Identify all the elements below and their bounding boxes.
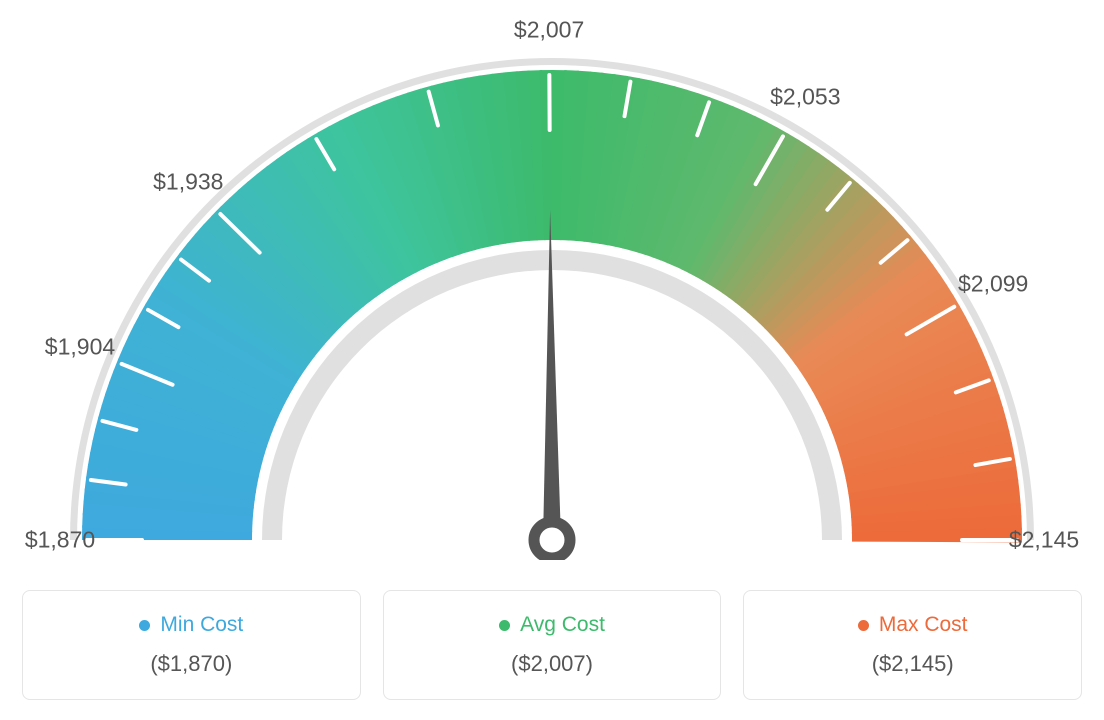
gauge-svg	[22, 20, 1082, 560]
legend-row: Min Cost ($1,870) Avg Cost ($2,007) Max …	[22, 590, 1082, 700]
gauge-tick-label: $1,904	[45, 333, 115, 360]
legend-label-min: Min Cost	[160, 613, 243, 637]
gauge-tick-label: $2,145	[1009, 527, 1079, 554]
legend-dot-avg	[499, 620, 510, 631]
legend-label-avg: Avg Cost	[520, 613, 605, 637]
legend-card-min: Min Cost ($1,870)	[22, 590, 361, 700]
legend-label-row: Max Cost	[760, 613, 1065, 637]
gauge-tick-label: $2,099	[958, 271, 1028, 298]
legend-label-row: Min Cost	[39, 613, 344, 637]
legend-card-avg: Avg Cost ($2,007)	[383, 590, 722, 700]
legend-dot-min	[139, 620, 150, 631]
legend-value-avg: ($2,007)	[400, 651, 705, 677]
gauge-tick-label: $2,007	[514, 17, 584, 44]
legend-label-row: Avg Cost	[400, 613, 705, 637]
legend-value-max: ($2,145)	[760, 651, 1065, 677]
legend-dot-max	[858, 620, 869, 631]
legend-value-min: ($1,870)	[39, 651, 344, 677]
gauge-tick-label: $1,870	[25, 527, 95, 554]
legend-card-max: Max Cost ($2,145)	[743, 590, 1082, 700]
gauge-tick-label: $1,938	[153, 169, 223, 196]
gauge-chart: $1,870 $1,904 $1,938 $2,007 $2,053 $2,099 $2,1…	[22, 20, 1082, 560]
legend-label-max: Max Cost	[879, 613, 968, 637]
gauge-tick-label: $2,053	[770, 84, 840, 111]
